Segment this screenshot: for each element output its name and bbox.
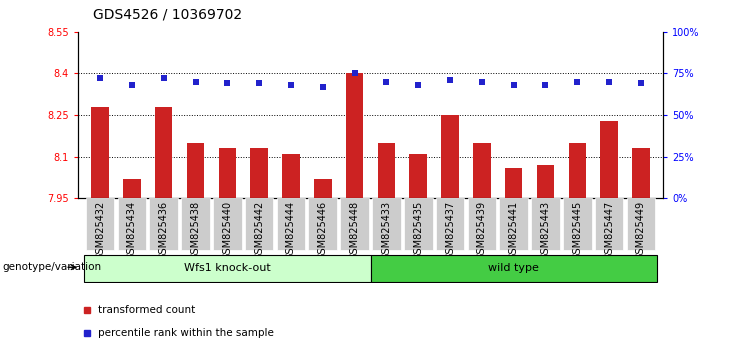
Bar (314, 179, 331, 198)
Bar (346, 73, 363, 198)
Text: wild type: wild type (488, 263, 539, 273)
Text: GSM825437: GSM825437 (445, 201, 455, 260)
FancyBboxPatch shape (468, 198, 496, 250)
Bar (187, 143, 205, 198)
Bar (632, 148, 650, 198)
FancyBboxPatch shape (308, 198, 337, 250)
FancyBboxPatch shape (213, 198, 242, 250)
Point (222, 81, 233, 86)
Point (253, 81, 265, 86)
Text: GSM825444: GSM825444 (286, 201, 296, 260)
Point (158, 76, 170, 81)
FancyBboxPatch shape (182, 198, 210, 250)
Text: GSM825449: GSM825449 (636, 201, 646, 260)
Bar (282, 154, 299, 198)
Bar (600, 121, 618, 198)
Text: GSM825447: GSM825447 (604, 201, 614, 260)
Bar (536, 165, 554, 198)
Point (571, 79, 583, 85)
FancyBboxPatch shape (245, 198, 273, 250)
Point (508, 82, 519, 88)
Text: transformed count: transformed count (99, 305, 196, 315)
Bar (155, 107, 173, 198)
FancyBboxPatch shape (404, 198, 433, 250)
FancyBboxPatch shape (84, 255, 370, 282)
Point (126, 82, 138, 88)
Point (349, 71, 361, 76)
Text: Wfs1 knock-out: Wfs1 knock-out (184, 263, 270, 273)
FancyBboxPatch shape (86, 198, 114, 250)
Text: GSM825442: GSM825442 (254, 201, 264, 260)
Bar (378, 143, 395, 198)
Text: GSM825445: GSM825445 (572, 201, 582, 260)
FancyBboxPatch shape (563, 198, 591, 250)
Bar (123, 179, 141, 198)
Text: GSM825440: GSM825440 (222, 201, 233, 260)
FancyBboxPatch shape (150, 198, 178, 250)
FancyBboxPatch shape (531, 198, 559, 250)
Bar (91, 107, 109, 198)
Point (94, 76, 106, 81)
Text: GSM825434: GSM825434 (127, 201, 137, 260)
Bar (568, 143, 586, 198)
FancyBboxPatch shape (370, 255, 657, 282)
FancyBboxPatch shape (627, 198, 655, 250)
Text: GSM825443: GSM825443 (540, 201, 551, 260)
Bar (473, 143, 491, 198)
Bar (442, 115, 459, 198)
Text: percentile rank within the sample: percentile rank within the sample (99, 329, 274, 338)
Text: GDS4526 / 10369702: GDS4526 / 10369702 (93, 7, 242, 21)
Text: GSM825435: GSM825435 (413, 201, 423, 260)
Point (635, 81, 647, 86)
Point (412, 82, 424, 88)
FancyBboxPatch shape (372, 198, 401, 250)
Point (476, 79, 488, 85)
FancyBboxPatch shape (340, 198, 369, 250)
Point (285, 82, 297, 88)
Point (603, 79, 615, 85)
Bar (410, 154, 427, 198)
Point (380, 79, 392, 85)
Point (317, 84, 329, 90)
FancyBboxPatch shape (499, 198, 528, 250)
Text: GSM825448: GSM825448 (350, 201, 359, 260)
FancyBboxPatch shape (595, 198, 623, 250)
Text: GSM825446: GSM825446 (318, 201, 328, 260)
Text: GSM825438: GSM825438 (190, 201, 201, 260)
Text: GSM825436: GSM825436 (159, 201, 169, 260)
FancyBboxPatch shape (118, 198, 146, 250)
FancyBboxPatch shape (436, 198, 465, 250)
Text: GSM825441: GSM825441 (508, 201, 519, 260)
Point (444, 77, 456, 83)
Point (539, 82, 551, 88)
Point (190, 79, 202, 85)
Bar (505, 168, 522, 198)
Bar (219, 148, 236, 198)
FancyBboxPatch shape (276, 198, 305, 250)
Text: GSM825432: GSM825432 (95, 201, 105, 260)
Text: GSM825433: GSM825433 (382, 201, 391, 260)
Bar (250, 148, 268, 198)
Text: GSM825439: GSM825439 (477, 201, 487, 260)
Text: genotype/variation: genotype/variation (2, 262, 102, 272)
